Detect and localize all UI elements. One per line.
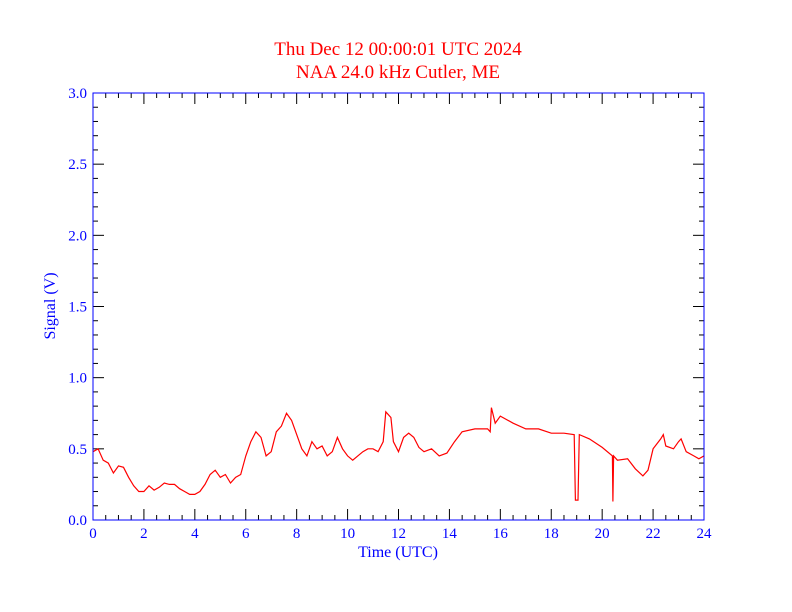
x-tick-label: 20: [595, 526, 610, 542]
y-tick-label: 2.0: [68, 228, 87, 244]
chart-title: Thu Dec 12 00:00:01 UTC 2024: [274, 39, 522, 60]
y-tick-labels: 0.0 0.5 1.0 1.5 2.0 2.5 3.0: [68, 86, 87, 529]
y-tick-label: 3.0: [68, 86, 87, 102]
series-line-naa-signal: [92, 407, 705, 502]
tick-marks: [92, 92, 705, 521]
x-tick-label: 18: [544, 526, 559, 542]
x-tick-label: 4: [191, 526, 199, 542]
x-axis-label: Time (UTC): [358, 544, 438, 561]
x-tick-label: 10: [340, 526, 355, 542]
y-tick-label: 0.5: [68, 442, 87, 458]
x-tick-label: 22: [646, 526, 661, 542]
x-tick-label: 6: [242, 526, 250, 542]
x-tick-label: 14: [442, 526, 458, 542]
y-tick-label: 2.5: [68, 157, 87, 173]
y-tick-label: 1.0: [68, 371, 87, 387]
plot-frame: [92, 92, 705, 521]
y-tick-label: 1.5: [68, 300, 87, 316]
y-axis-label: Signal (V): [42, 272, 59, 339]
x-tick-label: 2: [140, 526, 148, 542]
chart-subtitle: NAA 24.0 kHz Cutler, ME: [296, 62, 500, 83]
y-tick-label: 0.0: [68, 513, 87, 529]
x-tick-label: 0: [89, 526, 97, 542]
x-tick-label: 8: [293, 526, 301, 542]
x-tick-label: 12: [391, 526, 406, 542]
x-tick-label: 16: [493, 526, 509, 542]
x-tick-label: 24: [697, 526, 713, 542]
x-tick-labels: 0 2 4 6 8 10 12 14 16 18 20 22 24: [89, 526, 712, 542]
